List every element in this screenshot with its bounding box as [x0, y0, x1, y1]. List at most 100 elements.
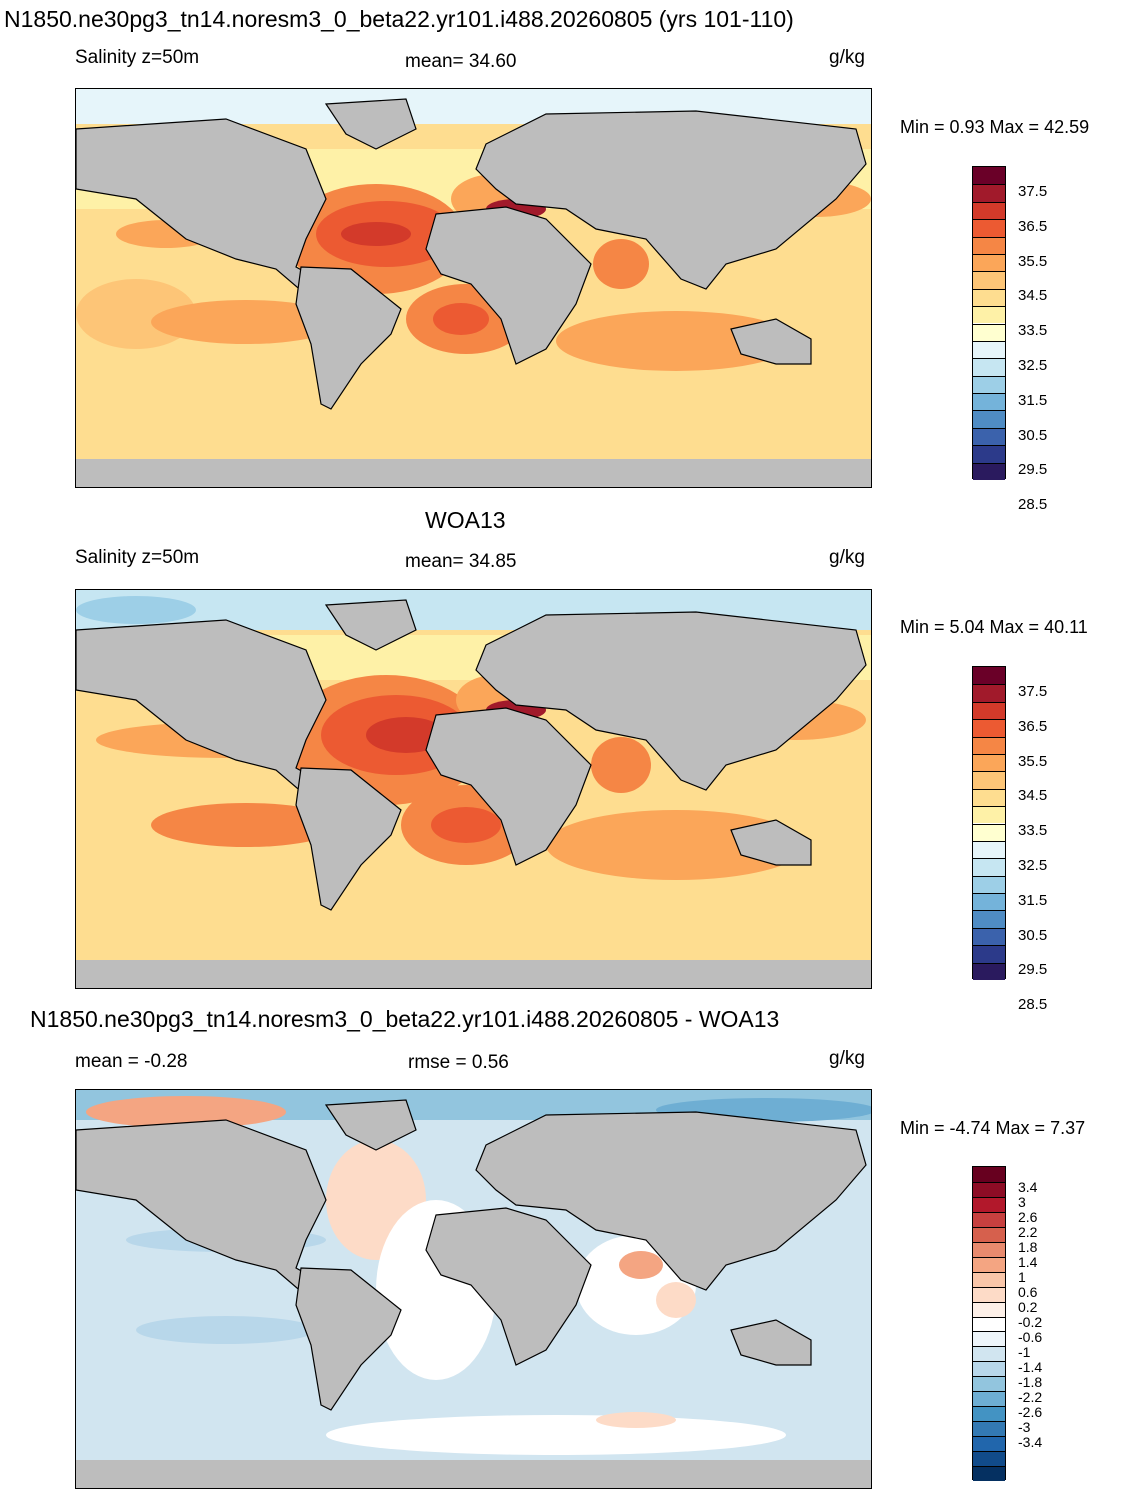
colorbar-swatch — [973, 375, 1005, 394]
colorbar-swatch — [973, 219, 1005, 237]
colorbar-tick-label: 28.5 — [1018, 496, 1048, 514]
panel3-map — [75, 1089, 872, 1489]
colorbar-swatch — [973, 1256, 1005, 1272]
colorbar-swatch — [973, 788, 1005, 807]
colorbar-swatch — [973, 1211, 1005, 1227]
colorbar-tick-label: 29.5 — [1018, 461, 1048, 479]
colorbar-tick-label: 3.4 — [1018, 1179, 1038, 1196]
colorbar-swatch — [973, 288, 1005, 307]
colorbar-swatch — [973, 340, 1005, 359]
colorbar-swatch — [973, 1391, 1005, 1407]
colorbar-tick-label: 35.5 — [1018, 252, 1048, 270]
colorbar-swatch — [973, 1301, 1005, 1317]
panel2-map-svg — [76, 590, 871, 988]
panel1-map-svg — [76, 89, 871, 487]
colorbar-swatch — [973, 701, 1005, 720]
colorbar-tick-label: 30.5 — [1018, 926, 1048, 944]
colorbar-tick-label: 2.6 — [1018, 1209, 1038, 1226]
panel3-mean-label: mean = -0.28 — [75, 1051, 188, 1072]
colorbar-swatch — [973, 1196, 1005, 1212]
colorbar-swatch — [973, 393, 1005, 411]
panel2-units-label: g/kg — [829, 547, 865, 568]
colorbar-swatch — [973, 840, 1005, 859]
panel1-units-label: g/kg — [829, 47, 865, 68]
colorbar-swatch — [973, 771, 1005, 789]
colorbar-swatch — [973, 753, 1005, 772]
colorbar-tick-label: 37.5 — [1018, 683, 1048, 701]
panel3-colorbar-swatches — [972, 1166, 1006, 1481]
panel1-mean-label: mean= 34.60 — [405, 51, 517, 72]
colorbar-tick-label: 30.5 — [1018, 426, 1048, 444]
colorbar-swatch — [973, 1451, 1005, 1467]
colorbar-swatch — [973, 684, 1005, 702]
colorbar-swatch — [973, 927, 1005, 946]
colorbar-swatch — [973, 323, 1005, 341]
panel1-title: N1850.ne30pg3_tn14.noresm3_0_beta22.yr10… — [4, 6, 794, 32]
colorbar-swatch — [973, 201, 1005, 220]
panel2-map — [75, 589, 872, 989]
colorbar-tick-label: 37.5 — [1018, 183, 1048, 201]
colorbar-swatch — [973, 358, 1005, 376]
colorbar-swatch — [973, 1466, 1005, 1481]
colorbar-swatch — [973, 462, 1005, 480]
colorbar-tick-label: 35.5 — [1018, 752, 1048, 770]
colorbar-swatch — [973, 910, 1005, 928]
colorbar-swatch — [973, 1361, 1005, 1377]
colorbar-swatch — [973, 858, 1005, 876]
panel1-colorbar-swatches — [972, 166, 1006, 480]
colorbar-swatch — [973, 1436, 1005, 1452]
colorbar-swatch — [973, 410, 1005, 428]
panel3-title: N1850.ne30pg3_tn14.noresm3_0_beta22.yr10… — [30, 1006, 780, 1032]
colorbar-tick-label: 1.4 — [1018, 1254, 1038, 1271]
panel3-minmax: Min = -4.74 Max = 7.37 — [900, 1118, 1086, 1138]
colorbar-swatch — [973, 1286, 1005, 1302]
colorbar-tick-label: 32.5 — [1018, 856, 1048, 874]
colorbar-tick-label: -3 — [1018, 1418, 1031, 1435]
colorbar-swatch — [973, 667, 1005, 685]
colorbar-swatch — [973, 1167, 1005, 1182]
colorbar-tick-label: 36.5 — [1018, 217, 1048, 235]
panel1-minmax: Min = 0.93 Max = 42.59 — [900, 117, 1090, 137]
colorbar-tick-label: 28.5 — [1018, 996, 1048, 1014]
colorbar-tick-label: 36.5 — [1018, 717, 1048, 735]
colorbar-swatch — [973, 271, 1005, 289]
colorbar-tick-label: -1 — [1018, 1343, 1031, 1360]
panel2-mean-label: mean= 34.85 — [405, 551, 517, 572]
colorbar-tick-label: 33.5 — [1018, 822, 1048, 840]
panel3-units-label: g/kg — [829, 1048, 865, 1069]
colorbar-swatch — [973, 306, 1005, 324]
colorbar-swatch — [973, 184, 1005, 202]
colorbar-swatch — [973, 719, 1005, 737]
panel2-variable-label: Salinity z=50m — [75, 547, 200, 568]
colorbar-tick-label: -2.2 — [1018, 1388, 1043, 1405]
colorbar-swatch — [973, 167, 1005, 185]
colorbar-swatch — [973, 875, 1005, 894]
colorbar-tick-label: -0.6 — [1018, 1328, 1043, 1345]
colorbar-swatch — [973, 1241, 1005, 1257]
colorbar-swatch — [973, 962, 1005, 980]
panel2-colorbar-swatches — [972, 666, 1006, 980]
colorbar-swatch — [973, 236, 1005, 254]
colorbar-tick-label: 0.6 — [1018, 1284, 1038, 1301]
colorbar-tick-label: 3 — [1018, 1194, 1026, 1211]
colorbar-swatch — [973, 1376, 1005, 1392]
colorbar-tick-label: 34.5 — [1018, 287, 1048, 305]
colorbar-tick-label: -0.2 — [1018, 1314, 1043, 1330]
colorbar-tick-label: 32.5 — [1018, 356, 1048, 374]
colorbar-tick-label: -1.4 — [1018, 1358, 1043, 1375]
colorbar-swatch — [973, 823, 1005, 841]
colorbar-tick-label: 31.5 — [1018, 391, 1048, 409]
colorbar-swatch — [973, 1406, 1005, 1422]
colorbar-tick-label: 29.5 — [1018, 961, 1048, 979]
panel2-minmax: Min = 5.04 Max = 40.11 — [900, 617, 1088, 637]
colorbar-swatch — [973, 1271, 1005, 1287]
colorbar-tick-label: 31.5 — [1018, 891, 1048, 909]
colorbar-swatch — [973, 1346, 1005, 1362]
colorbar-tick-label: 33.5 — [1018, 322, 1048, 340]
colorbar-tick-label: 0.2 — [1018, 1299, 1038, 1316]
colorbar-tick-label: 34.5 — [1018, 787, 1048, 805]
colorbar-swatch — [973, 806, 1005, 824]
panel3-rmse-label: rmse = 0.56 — [408, 1052, 509, 1073]
colorbar-tick-label: -3.4 — [1018, 1433, 1043, 1450]
colorbar-tick-label: 1.8 — [1018, 1239, 1038, 1256]
